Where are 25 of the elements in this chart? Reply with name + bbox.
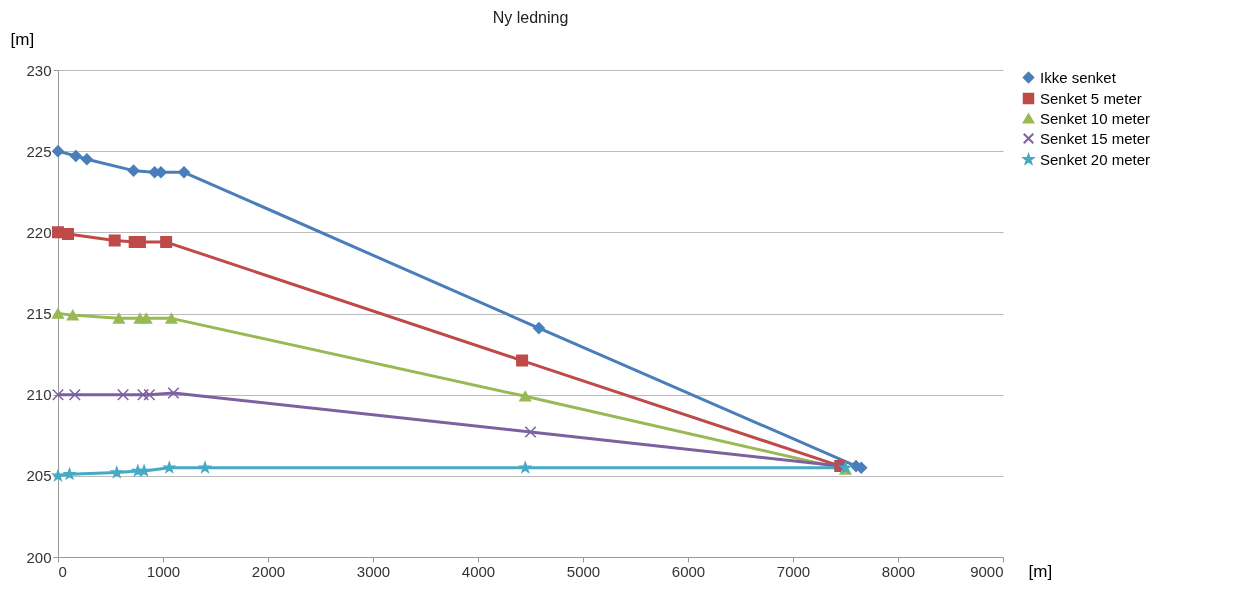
y-tick-label: 200 xyxy=(26,548,52,566)
legend-label: Ikke senket xyxy=(1040,68,1117,86)
legend-label: Senket 20 meter xyxy=(1040,150,1151,168)
x-tick-label: 0 xyxy=(58,562,67,580)
legend-label: Senket 15 meter xyxy=(1040,129,1151,147)
x-tick-label: 3000 xyxy=(356,562,391,580)
chart-title: Ny ledning xyxy=(492,9,569,26)
x-tick-label: 8000 xyxy=(881,562,916,580)
legend-label: Senket 5 meter xyxy=(1040,89,1142,107)
x-tick-label: 2000 xyxy=(251,562,286,580)
y-axis-title: [m] xyxy=(10,29,35,49)
legend-label: Senket 10 meter xyxy=(1040,109,1151,127)
x-tick-label: 6000 xyxy=(671,562,706,580)
y-tick-label: 220 xyxy=(26,223,52,241)
x-tick-label: 4000 xyxy=(461,562,496,580)
y-tick-label: 230 xyxy=(26,61,52,79)
x-tick-label: 9000 xyxy=(970,562,1004,580)
y-tick-label: 225 xyxy=(26,142,52,160)
y-tick-label: 215 xyxy=(26,305,52,322)
x-tick-label: 7000 xyxy=(776,562,811,580)
y-tick-label: 205 xyxy=(26,467,52,485)
x-tick-label: 1000 xyxy=(146,562,181,580)
y-tick-label: 210 xyxy=(26,386,52,404)
x-axis-title: [m] xyxy=(1028,561,1053,581)
x-tick-label: 5000 xyxy=(566,562,601,580)
